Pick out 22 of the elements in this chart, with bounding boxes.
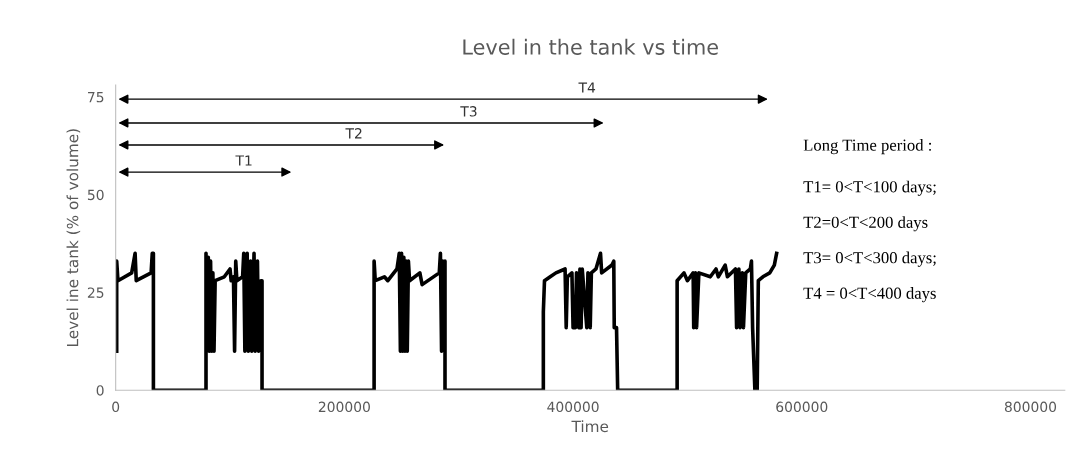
annotation: T2 bbox=[345, 128, 362, 139]
y-tick-label: 25 bbox=[87, 287, 104, 298]
x-tick-label: 800000 bbox=[1004, 401, 1057, 413]
y-axis-title: Level ine tank (% of volume) bbox=[66, 129, 81, 346]
chart-title: Level in the tank vs time bbox=[463, 38, 718, 55]
annotation: T1 bbox=[235, 155, 252, 166]
annotation: T3 bbox=[460, 106, 477, 117]
annotation: T3= 0<T<300 days; bbox=[803, 251, 936, 267]
x-axis-title: Time bbox=[571, 420, 609, 433]
line-series bbox=[115, 251, 779, 391]
annotation: T4 = 0<T<400 days bbox=[803, 287, 936, 303]
annotation: T1= 0<T<100 days; bbox=[803, 180, 936, 196]
y-tick-label: 0 bbox=[96, 385, 104, 396]
y-tick-label: 50 bbox=[87, 189, 104, 201]
x-tick-label: 0 bbox=[112, 401, 120, 413]
x-tick-label: 400000 bbox=[547, 401, 599, 413]
x-tick-label: 200000 bbox=[318, 401, 370, 413]
annotation: T4 bbox=[578, 82, 596, 93]
x-tick-label: 600000 bbox=[776, 401, 828, 413]
annotation: Long Time period : bbox=[803, 139, 932, 155]
y-tick-label: 75 bbox=[88, 92, 104, 103]
annotation: T2=0<T<200 days bbox=[803, 216, 928, 232]
